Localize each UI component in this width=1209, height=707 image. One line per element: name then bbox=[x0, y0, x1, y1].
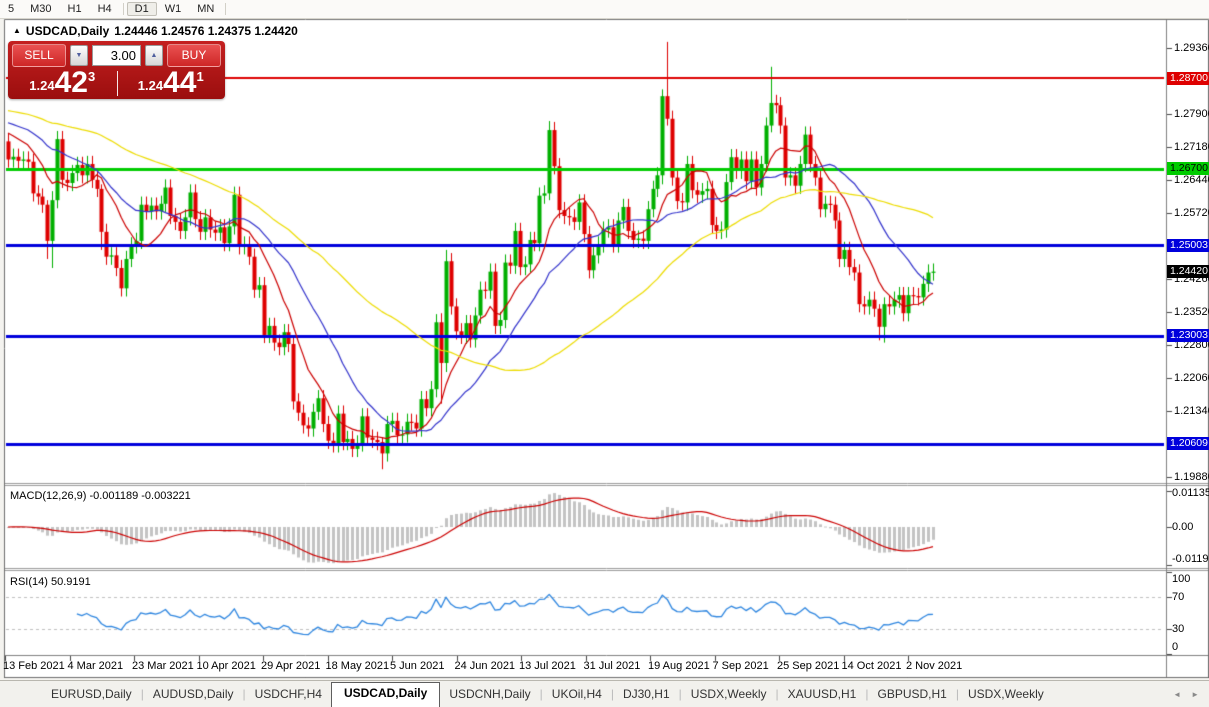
tab-separator: | bbox=[678, 687, 682, 701]
sell-price[interactable]: 1.24 42 3 bbox=[8, 68, 117, 99]
chart-tab-usdx-weekly[interactable]: USDX,Weekly bbox=[967, 687, 1044, 701]
tab-separator: | bbox=[775, 687, 779, 701]
toolbar-separator bbox=[122, 3, 124, 15]
chart-tab-usdchf-h4[interactable]: USDCHF,H4 bbox=[254, 687, 322, 701]
chevron-down-icon: ▼ bbox=[75, 52, 83, 59]
sell-price-big: 42 bbox=[54, 66, 88, 99]
buy-price-pip: 1 bbox=[196, 69, 204, 84]
buy-button[interactable]: BUY bbox=[167, 44, 221, 67]
sell-button[interactable]: SELL bbox=[12, 44, 66, 67]
macd-indicator-label: MACD(12,26,9) -0.001189 -0.003221 bbox=[10, 490, 191, 502]
timeframe-button-h1[interactable]: H1 bbox=[67, 3, 82, 15]
chart-tab-usdx-weekly[interactable]: USDX,Weekly bbox=[690, 687, 767, 701]
timeframe-button-d1[interactable]: D1 bbox=[126, 2, 157, 16]
tab-separator: | bbox=[610, 687, 614, 701]
lot-size-input[interactable]: 3.00 bbox=[92, 45, 141, 66]
lot-increase-button[interactable]: ▲ bbox=[145, 45, 163, 66]
timeframe-button-m15[interactable]: 5 bbox=[8, 3, 15, 15]
rsi-indicator-label: RSI(14) 50.9191 bbox=[10, 576, 91, 588]
buy-price-prefix: 1.24 bbox=[137, 78, 164, 93]
buy-price[interactable]: 1.24 44 1 bbox=[117, 68, 226, 99]
symbol-marker-icon: ▲ bbox=[13, 25, 21, 35]
chart-title: ▲ USDCAD,Daily 1.24446 1.24576 1.24375 1… bbox=[13, 24, 298, 38]
chart-tabs-bar: EURUSD,Daily | AUDUSD,Daily | USDCHF,H4 USDCA… bbox=[0, 680, 1209, 707]
chart-tab-eurusd-daily[interactable]: EURUSD,Daily bbox=[51, 687, 132, 701]
chart-ohlc-quotes: 1.24446 1.24576 1.24375 1.24420 bbox=[114, 24, 298, 38]
tabs-scroll-left-button[interactable]: ◄ bbox=[1173, 690, 1182, 699]
chart-tab-xauusd-h1[interactable]: XAUUSD,H1 bbox=[787, 687, 857, 701]
tab-separator: | bbox=[955, 687, 959, 701]
timeframe-button-h4[interactable]: H4 bbox=[97, 3, 112, 15]
sell-price-pip: 3 bbox=[87, 69, 96, 84]
chart-tab-ukoil-h4[interactable]: UKOil,H4 bbox=[551, 687, 602, 701]
price-divider bbox=[116, 71, 118, 96]
timeframe-button-mn[interactable]: MN bbox=[197, 3, 215, 15]
tab-separator: | bbox=[140, 687, 144, 701]
chart-tab-gbpusd-h1[interactable]: GBPUSD,H1 bbox=[877, 687, 947, 701]
toolbar-separator bbox=[225, 3, 227, 15]
tabbar-arrows: ◄ ► bbox=[1163, 690, 1209, 707]
chart-tab-usdcnh-daily[interactable]: USDCNH,Daily bbox=[449, 687, 531, 701]
chart-tab-dj30-h1[interactable]: DJ30,H1 bbox=[622, 687, 670, 701]
chart-symbol-timeframe: USDCAD,Daily bbox=[25, 24, 110, 38]
tab-separator: | bbox=[539, 687, 543, 701]
one-click-trading-panel: SELL ▼ 3.00 ▲ BUY 1.24 42 3 1.24 44 1 bbox=[8, 41, 225, 99]
chevron-up-icon: ▲ bbox=[150, 52, 158, 59]
tab-separator: | bbox=[242, 687, 246, 701]
tabs-scroll-right-button[interactable]: ► bbox=[1191, 690, 1199, 699]
tab-separator: | bbox=[865, 687, 869, 701]
sell-price-prefix: 1.24 bbox=[29, 78, 55, 93]
timeframe-toolbar: 5 M30 H1 H4 D1 W1 MN bbox=[0, 0, 1209, 19]
buy-price-big: 44 bbox=[163, 66, 197, 99]
bid-ask-display: 1.24 42 3 1.24 44 1 bbox=[8, 68, 225, 99]
chart-tab-audusd-daily[interactable]: AUDUSD,Daily bbox=[152, 687, 234, 701]
chart-tab-usdcad-daily[interactable]: USDCAD,Daily bbox=[330, 682, 441, 707]
timeframe-button-m30[interactable]: M30 bbox=[30, 3, 52, 15]
lot-decrease-button[interactable]: ▼ bbox=[70, 45, 88, 66]
timeframe-button-w1[interactable]: W1 bbox=[164, 3, 182, 15]
